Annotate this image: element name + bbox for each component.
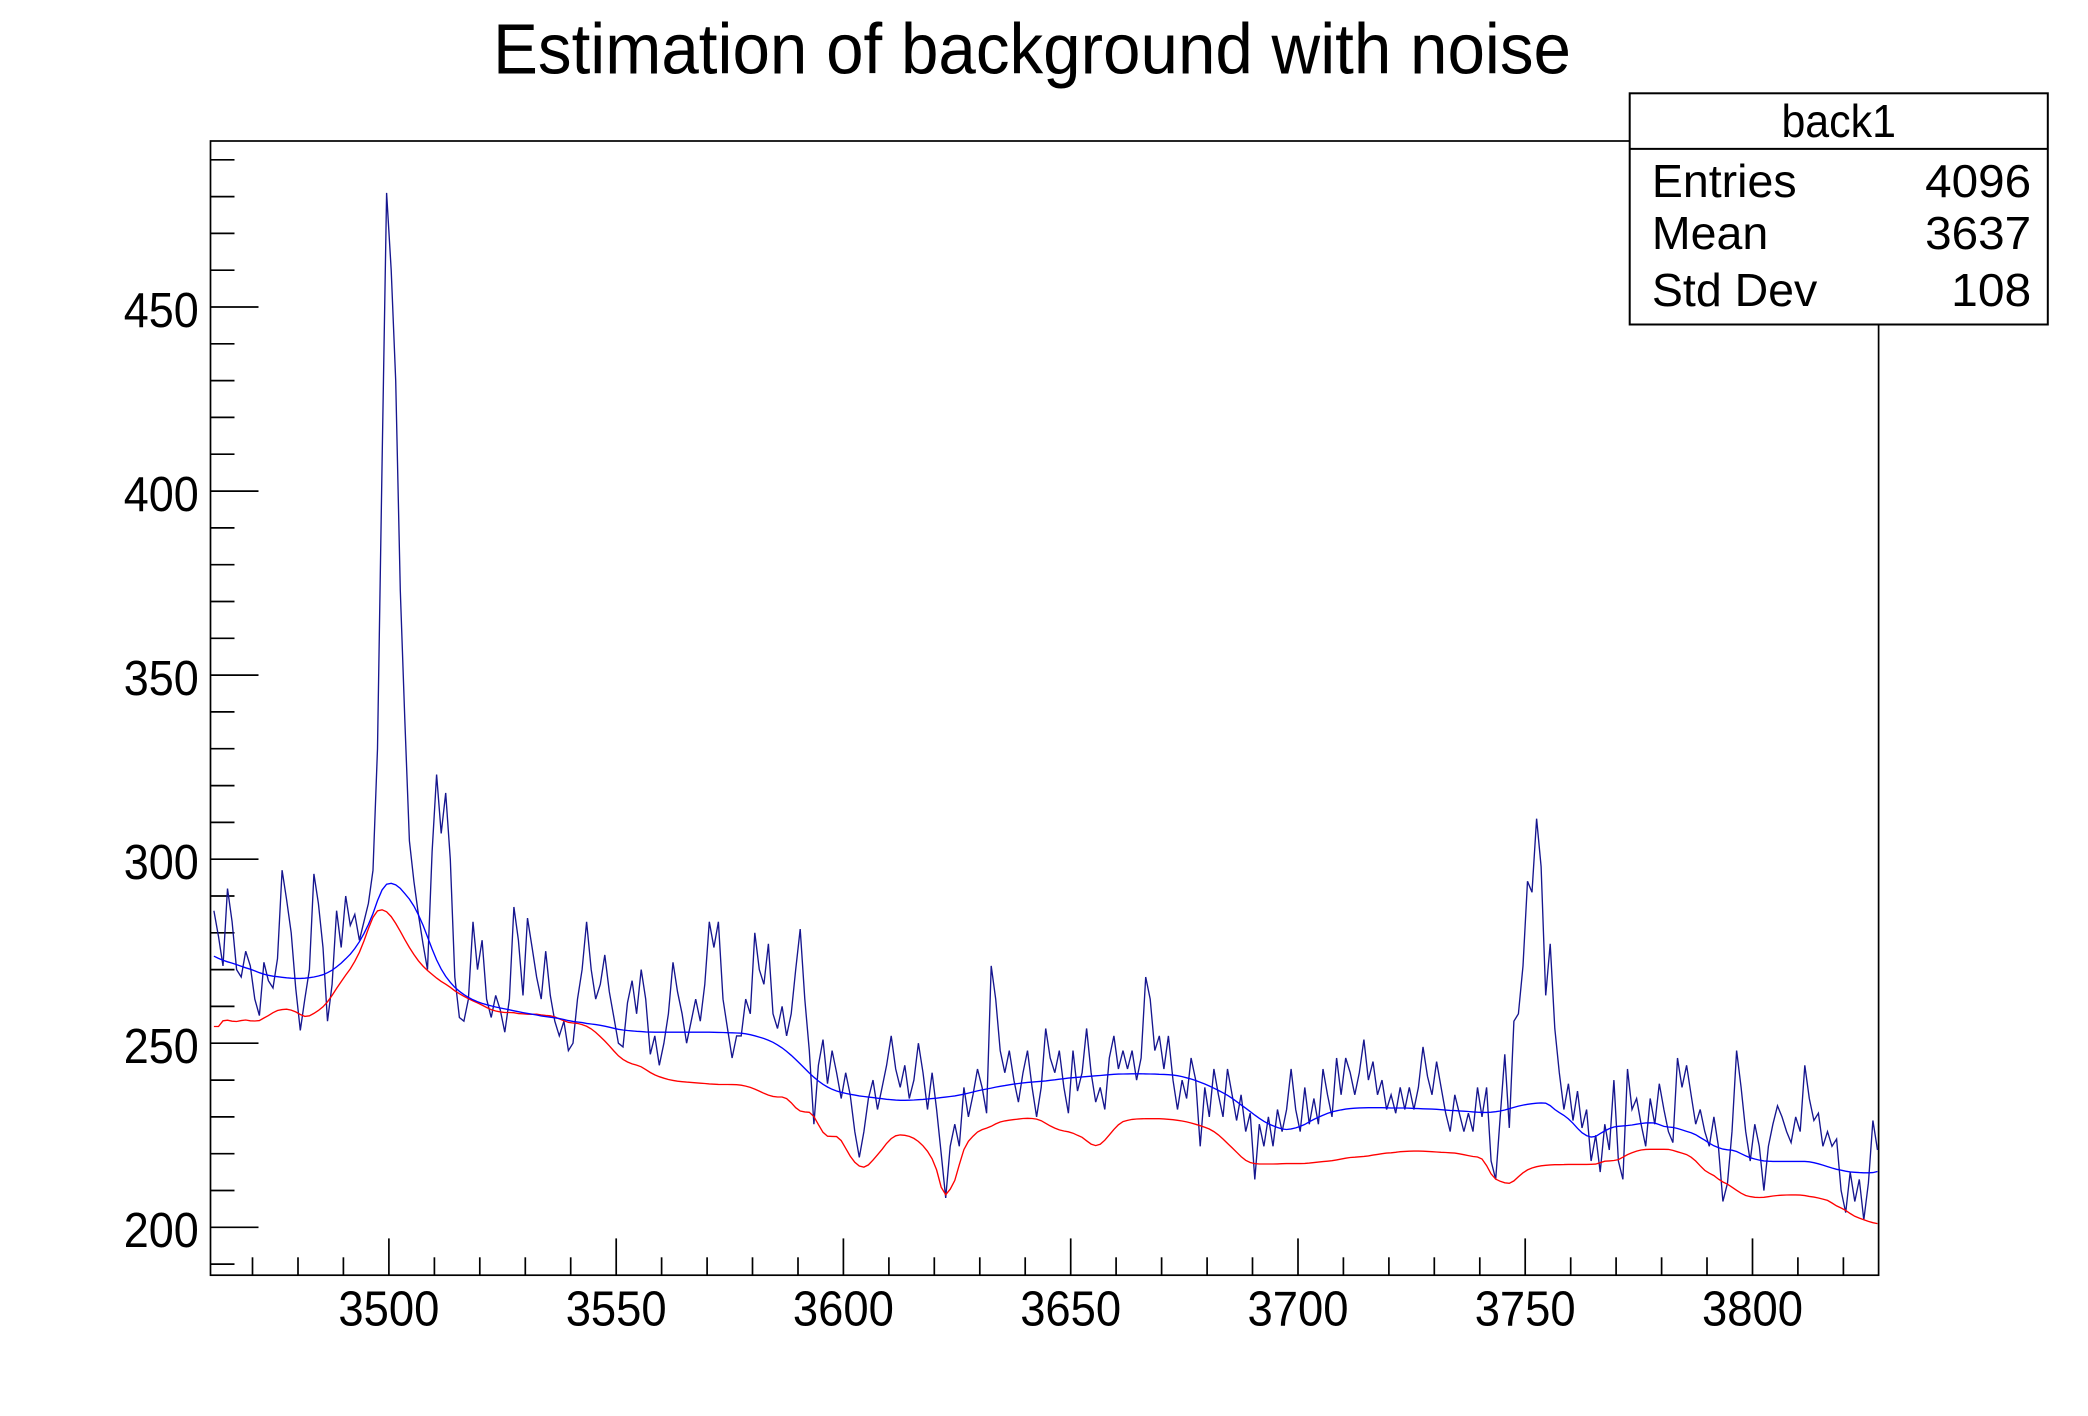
svg-text:3637: 3637 (1925, 207, 2031, 259)
svg-text:3750: 3750 (1475, 1282, 1576, 1336)
svg-text:Std Dev: Std Dev (1652, 264, 1818, 316)
svg-text:3600: 3600 (793, 1282, 894, 1336)
svg-text:450: 450 (124, 284, 199, 338)
svg-text:3500: 3500 (338, 1282, 439, 1336)
svg-text:3650: 3650 (1020, 1282, 1121, 1336)
svg-text:Entries: Entries (1652, 155, 1797, 207)
svg-text:200: 200 (124, 1204, 199, 1258)
svg-text:back1: back1 (1781, 95, 1896, 147)
svg-text:3700: 3700 (1248, 1282, 1349, 1336)
svg-text:108: 108 (1951, 264, 2031, 316)
svg-text:4096: 4096 (1925, 155, 2031, 207)
svg-text:250: 250 (124, 1020, 199, 1074)
svg-text:Estimation of background with: Estimation of background with noise (493, 11, 1571, 90)
svg-text:Mean: Mean (1652, 207, 1768, 259)
svg-text:3550: 3550 (566, 1282, 667, 1336)
svg-text:300: 300 (124, 836, 199, 890)
svg-text:400: 400 (124, 468, 199, 522)
svg-text:3800: 3800 (1702, 1282, 1803, 1336)
svg-text:350: 350 (124, 652, 199, 706)
